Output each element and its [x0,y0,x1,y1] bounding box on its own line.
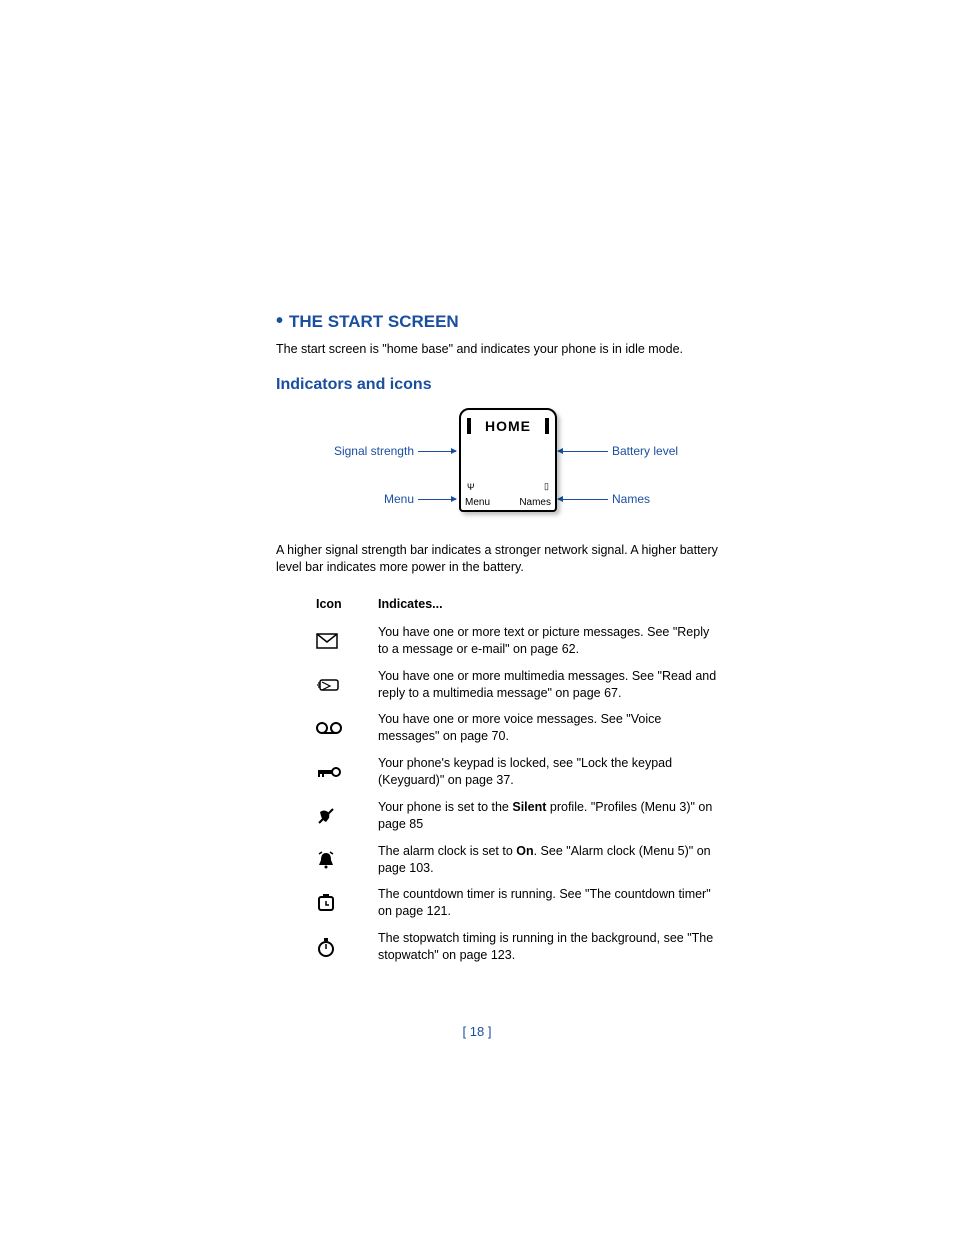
stopwatch-icon [316,925,378,969]
table-row: Your phone's keypad is locked, see "Lock… [316,750,726,794]
phone-softkeys: Menu Names [465,497,551,508]
subsection-heading: Indicators and icons [276,376,736,394]
label-menu: Menu [316,492,414,506]
icon-table: Icon Indicates... You have one or more t… [316,593,726,969]
page-number: [ 18 ] [0,1024,954,1039]
bullet-icon: • [276,310,283,332]
section-heading: • THE START SCREEN [276,310,736,333]
intro-text: The start screen is "home base" and indi… [276,341,736,358]
indicator-description: The stopwatch timing is running in the b… [378,925,726,969]
indicator-description: You have one or more text or picture mes… [378,619,726,663]
table-row: Your phone is set to the Silent profile.… [316,794,726,838]
header-indicates: Indicates... [378,593,726,619]
softkey-left: Menu [465,497,490,508]
desc-text: The alarm clock is set to [378,844,516,858]
battery-bar-icon [545,418,549,434]
page-content: • THE START SCREEN The start screen is "h… [276,310,736,969]
table-row: You have one or more text or picture mes… [316,619,726,663]
voicemail-icon [316,706,378,750]
signal-bar-icon [467,418,471,434]
timer-icon [316,881,378,925]
arrow-icon [418,499,456,500]
key-lock-icon [316,750,378,794]
header-icon: Icon [316,593,378,619]
diagram-container: Signal strength Menu Battery level Names… [276,408,736,518]
antenna-icon: Ψ [467,482,475,492]
indicator-description: The alarm clock is set to On. See "Alarm… [378,838,726,882]
indicator-description: Your phone's keypad is locked, see "Lock… [378,750,726,794]
table-row: The stopwatch timing is running in the b… [316,925,726,969]
table-row: You have one or more multimedia messages… [316,663,726,707]
table-row: The countdown timer is running. See "The… [316,881,726,925]
phone-diagram: Signal strength Menu Battery level Names… [316,408,696,518]
table-row: The alarm clock is set to On. See "Alarm… [316,838,726,882]
indicator-description: Your phone is set to the Silent profile.… [378,794,726,838]
silent-icon [316,794,378,838]
phone-home-text: HOME [461,418,555,434]
desc-bold: Silent [512,800,546,814]
phone-screen: HOME Ψ ▯ Menu Names [459,408,557,512]
arrow-icon [558,451,608,452]
table-header-row: Icon Indicates... [316,593,726,619]
indicator-description: You have one or more voice messages. See… [378,706,726,750]
battery-icon: ▯ [544,481,549,492]
arrow-icon [418,451,456,452]
desc-bold: On [516,844,533,858]
label-names: Names [612,492,650,506]
indicator-description: The countdown timer is running. See "The… [378,881,726,925]
label-signal-strength: Signal strength [316,444,414,458]
table-row: You have one or more voice messages. See… [316,706,726,750]
alarm-icon [316,838,378,882]
mms-icon [316,663,378,707]
indicator-description: You have one or more multimedia messages… [378,663,726,707]
envelope-icon [316,619,378,663]
label-battery-level: Battery level [612,444,678,458]
desc-text: Your phone is set to the [378,800,512,814]
section-title-text: THE START SCREEN [289,312,459,331]
arrow-icon [558,499,608,500]
softkey-right: Names [519,497,551,508]
explainer-text: A higher signal strength bar indicates a… [276,542,736,577]
